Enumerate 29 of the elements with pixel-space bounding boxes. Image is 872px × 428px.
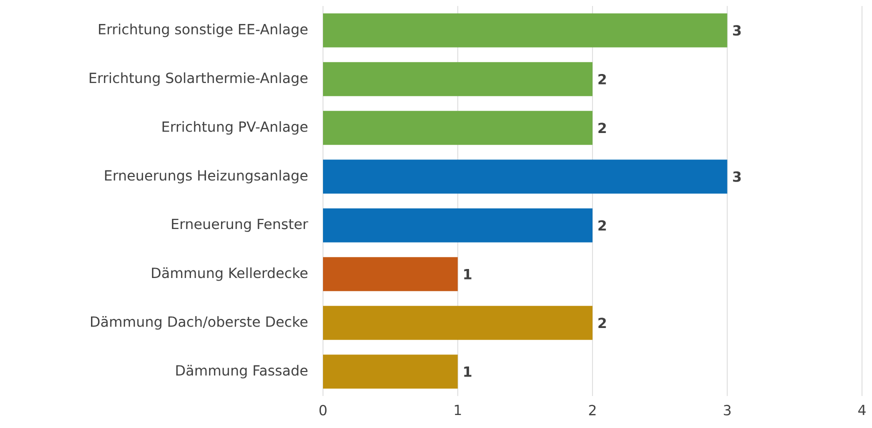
x-tick-label: 0 xyxy=(319,404,327,416)
bar xyxy=(323,306,593,340)
data-label: 2 xyxy=(598,122,606,134)
data-label: 3 xyxy=(733,171,741,182)
x-tick-label: 4 xyxy=(858,404,866,416)
bar xyxy=(323,257,458,292)
data-label: 2 xyxy=(598,318,606,328)
bar xyxy=(323,160,728,194)
bar xyxy=(323,208,593,242)
x-tick-label: 1 xyxy=(454,404,461,416)
y-tick-label: Errichtung Solarthermie-Anlage xyxy=(90,72,308,86)
data-label: 1 xyxy=(464,366,472,377)
y-tick-label: Dämmung Kellerdecke xyxy=(152,267,308,281)
x-tick-label: 2 xyxy=(589,404,596,416)
x-tick-label: 3 xyxy=(724,404,731,416)
data-label: 3 xyxy=(733,25,741,36)
y-tick-label: Errichtung PV-Anlage xyxy=(162,121,308,135)
data-label: 2 xyxy=(598,220,606,231)
data-label: 1 xyxy=(464,269,472,280)
bar xyxy=(323,354,458,389)
bar xyxy=(323,13,728,48)
y-tick-label: Erneuerungs Heizungsanlage xyxy=(105,170,308,184)
data-label: 2 xyxy=(598,74,606,84)
bar xyxy=(323,110,593,145)
y-tick-label: Dämmung Fassade xyxy=(176,364,308,378)
bar xyxy=(323,62,593,96)
y-tick-label: Erneuerung Fenster xyxy=(172,218,308,232)
y-tick-label: Dämmung Dach/oberste Decke xyxy=(91,316,308,330)
y-tick-label: Errichtung sonstige EE-Anlage xyxy=(98,24,308,38)
